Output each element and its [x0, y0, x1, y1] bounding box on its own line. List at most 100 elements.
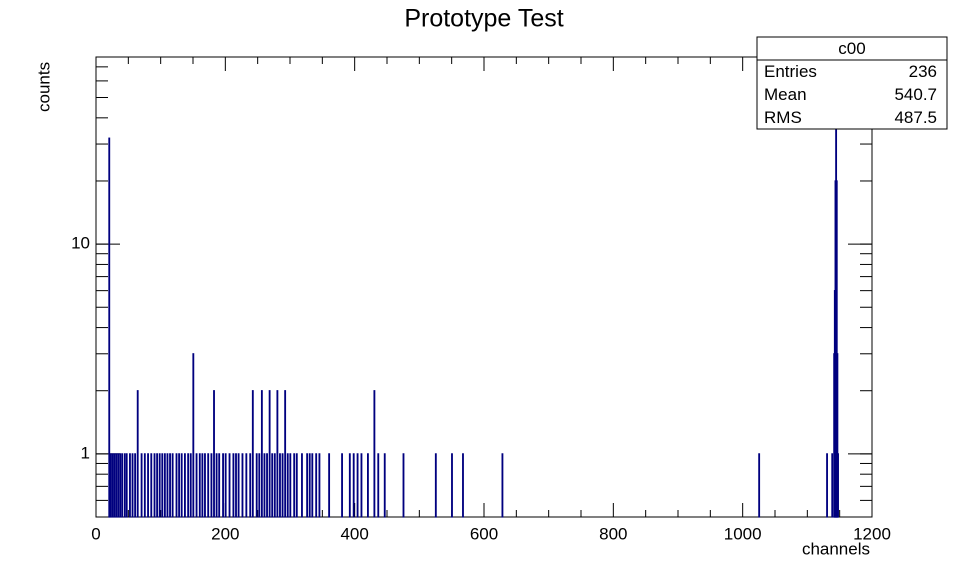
bin: [451, 453, 453, 518]
bin: [293, 453, 296, 518]
x-tick-label: 800: [599, 524, 627, 543]
stats-label: Entries: [764, 62, 817, 81]
bin: [129, 453, 131, 518]
bin: [311, 453, 314, 518]
bin: [360, 453, 363, 518]
stats-title: c00: [838, 39, 865, 58]
bin: [258, 453, 261, 518]
bin: [111, 453, 114, 518]
bin: [119, 453, 122, 518]
bin: [171, 453, 174, 518]
x-tick-label: 200: [211, 524, 239, 543]
bin: [306, 453, 309, 518]
bin: [178, 453, 181, 518]
bin: [218, 453, 221, 518]
bin: [210, 453, 213, 518]
bin: [251, 390, 254, 518]
bin: [271, 453, 274, 518]
bin: [308, 453, 311, 518]
y-tick-label: 10: [71, 234, 90, 253]
bin: [136, 390, 139, 518]
bin: [163, 453, 166, 518]
bin: [187, 453, 190, 518]
bin: [183, 453, 186, 518]
bin: [281, 453, 284, 518]
bin: [255, 453, 258, 518]
bin: [758, 453, 761, 518]
stats-box: [756, 36, 948, 130]
bin: [245, 453, 248, 518]
bin: [115, 453, 118, 518]
bin: [402, 453, 405, 518]
bin: [831, 453, 834, 518]
bin: [295, 453, 298, 518]
bin: [232, 453, 235, 518]
x-tick-label: 600: [470, 524, 498, 543]
bin: [383, 453, 386, 518]
x-tick-label: 0: [91, 524, 100, 543]
bin: [134, 453, 137, 518]
stats-value: 487.5: [894, 108, 937, 127]
bin: [318, 453, 321, 518]
bin: [273, 453, 276, 518]
bin: [121, 453, 124, 518]
bin: [241, 453, 244, 518]
y-tick-label: 1: [81, 443, 90, 462]
bin: [356, 453, 359, 518]
bin: [434, 453, 437, 518]
bin: [117, 453, 120, 518]
bin: [235, 453, 237, 518]
bin: [161, 453, 164, 518]
bin: [189, 453, 192, 518]
bin: [207, 453, 210, 518]
bin: [367, 453, 369, 518]
bin: [204, 453, 206, 518]
bin: [301, 453, 303, 518]
bin: [826, 453, 828, 518]
bin: [352, 453, 355, 518]
bin: [462, 453, 464, 518]
bin: [237, 453, 240, 518]
bin: [276, 390, 279, 518]
bin: [175, 453, 178, 518]
bin: [153, 453, 156, 518]
x-axis-label: channels: [802, 539, 870, 558]
bin: [373, 390, 376, 518]
bin: [263, 453, 266, 518]
bin: [222, 453, 224, 518]
bin: [113, 453, 116, 518]
bin: [341, 453, 343, 518]
bin: [289, 453, 292, 518]
bin: [147, 453, 149, 518]
bin: [286, 453, 289, 518]
bin: [837, 453, 839, 518]
bin: [377, 453, 380, 518]
bin: [213, 390, 215, 518]
bin: [192, 353, 195, 518]
stats-value: 540.7: [894, 85, 937, 104]
bin: [268, 390, 271, 518]
x-tick-label: 1000: [724, 524, 762, 543]
bin: [198, 453, 201, 518]
bin: [260, 390, 263, 518]
bin: [279, 453, 281, 518]
bin: [125, 453, 128, 518]
bin: [195, 453, 198, 518]
plot-frame: [95, 56, 873, 518]
bin: [180, 453, 183, 518]
x-tick-label: 400: [340, 524, 368, 543]
bin: [158, 453, 161, 518]
bin: [266, 453, 268, 518]
stats-label: RMS: [764, 108, 802, 127]
bin: [228, 453, 231, 518]
bin: [348, 453, 351, 518]
bin: [224, 453, 227, 518]
bin: [249, 453, 252, 518]
y-axis-label: counts: [34, 62, 53, 112]
bin: [501, 453, 504, 518]
stats-label: Mean: [764, 85, 807, 104]
bin: [140, 453, 143, 518]
bin: [156, 453, 159, 518]
bin: [109, 453, 112, 518]
